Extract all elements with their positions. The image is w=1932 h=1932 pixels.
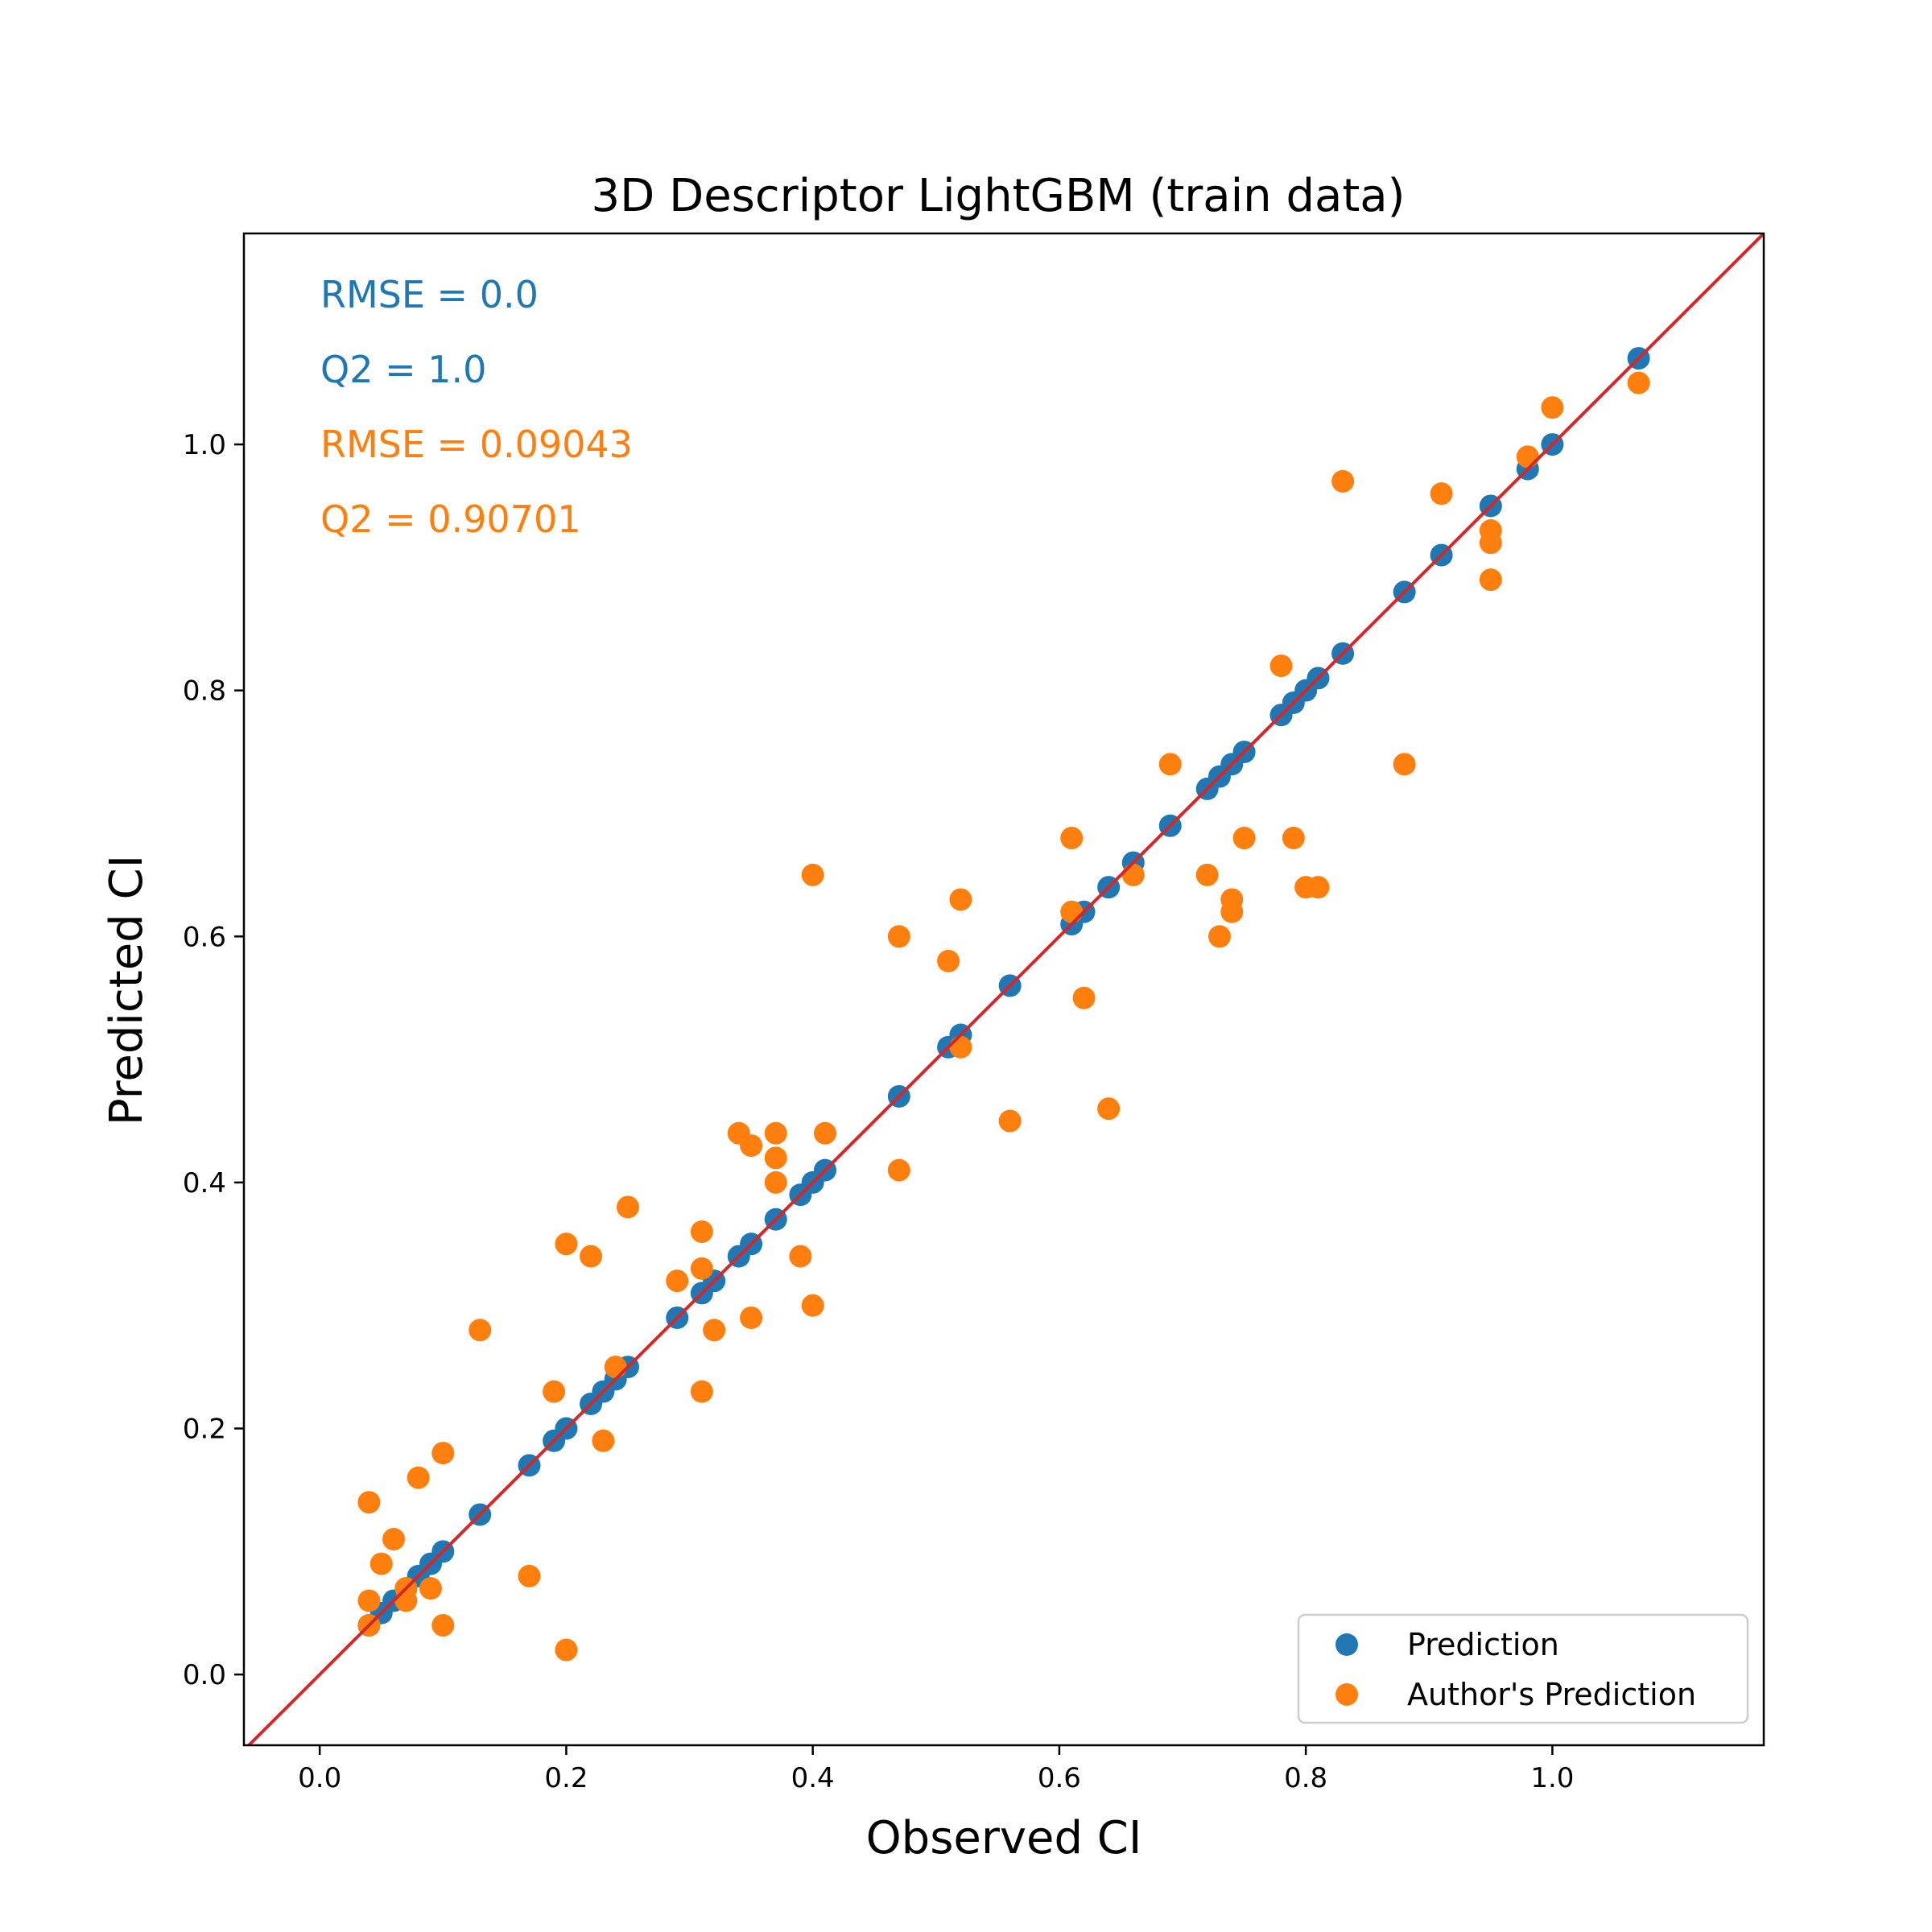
data-point [407, 1466, 430, 1489]
data-point [580, 1245, 603, 1268]
data-point [937, 949, 960, 972]
data-point [518, 1564, 541, 1587]
metric-annotation: Q2 = 0.90701 [320, 497, 580, 541]
data-point [764, 1146, 787, 1170]
data-point [690, 1380, 713, 1403]
plot-area [246, 233, 1764, 1745]
y-tick-label: 0.4 [183, 1167, 226, 1199]
data-point [555, 1232, 578, 1256]
data-point [555, 1638, 578, 1662]
data-point [382, 1528, 406, 1551]
data-point [1072, 986, 1096, 1009]
data-point [1282, 827, 1305, 850]
data-point [1331, 469, 1355, 493]
data-point [1060, 827, 1084, 850]
data-point [764, 1170, 787, 1194]
data-point [543, 1380, 566, 1403]
metric-annotation: RMSE = 0.0 [320, 273, 539, 316]
axis-ticks: 0.0 0.2 0.4 0.6 0.8 1.0 0.0 0.2 0.4 0.6 0.8 1.0 [183, 429, 1575, 1794]
data-point [394, 1589, 418, 1612]
data-point [1121, 863, 1145, 886]
identity-line [246, 233, 1764, 1745]
data-point [1220, 900, 1244, 923]
data-point [789, 1245, 812, 1268]
x-tick-label: 0.0 [298, 1762, 341, 1794]
data-point [690, 1220, 713, 1244]
data-point [1307, 876, 1330, 899]
data-point [1232, 827, 1256, 850]
data-point [949, 888, 972, 911]
x-tick-label: 1.0 [1530, 1762, 1574, 1794]
data-point [1627, 371, 1650, 394]
x-axis-label: Observed CI [866, 1812, 1142, 1864]
data-point [1269, 654, 1293, 678]
data-point [592, 1429, 615, 1452]
data-point [1060, 900, 1084, 923]
data-point [357, 1491, 381, 1514]
y-tick-label: 0.2 [183, 1414, 226, 1446]
legend-label: Author's Prediction [1407, 1677, 1696, 1712]
data-point [1516, 445, 1539, 469]
data-point [431, 1614, 455, 1637]
data-point [604, 1356, 627, 1379]
data-point [740, 1306, 763, 1329]
data-point [998, 1109, 1022, 1133]
data-point [949, 1035, 972, 1059]
data-point [1479, 531, 1502, 555]
data-point [1393, 753, 1416, 776]
data-point [431, 1442, 455, 1465]
legend-box [1297, 1613, 1749, 1724]
data-point [1097, 1097, 1121, 1121]
data-point [740, 1134, 763, 1158]
data-point [1158, 753, 1182, 776]
data-point [703, 1319, 726, 1342]
data-point [1541, 396, 1564, 419]
y-tick-label: 0.6 [183, 921, 226, 953]
data-point [801, 863, 824, 886]
metric-annotation: Q2 = 1.0 [320, 348, 486, 391]
plot-frame [242, 232, 1765, 1747]
y-tick-label: 0.8 [183, 675, 226, 708]
legend-label: Prediction [1407, 1627, 1559, 1662]
legend: Prediction Author's Prediction [1297, 1613, 1749, 1724]
x-tick-label: 0.2 [544, 1762, 588, 1794]
data-point [1479, 568, 1502, 592]
data-point [369, 1552, 393, 1575]
data-point [1208, 925, 1231, 948]
data-point [616, 1195, 639, 1219]
metric-annotations: RMSE = 0.0 Q2 = 1.0 RMSE = 0.09043 Q2 = 0.9… [320, 273, 633, 541]
chart-title: 3D Descriptor LightGBM (train data) [592, 170, 1406, 222]
data-point [887, 925, 910, 948]
x-tick-label: 0.4 [791, 1762, 835, 1794]
data-point [764, 1121, 787, 1145]
metric-annotation: RMSE = 0.09043 [320, 423, 633, 466]
data-point [690, 1257, 713, 1280]
data-point [1195, 863, 1219, 886]
data-point [801, 1294, 824, 1317]
data-point [419, 1577, 442, 1600]
y-axis-label: Predicted CI [101, 855, 153, 1125]
data-point [469, 1319, 492, 1342]
x-tick-label: 0.6 [1038, 1762, 1081, 1794]
y-tick-label: 0.0 [183, 1659, 226, 1691]
x-tick-label: 0.8 [1284, 1762, 1327, 1794]
data-point [357, 1589, 381, 1612]
data-point [1430, 482, 1453, 506]
y-tick-label: 1.0 [183, 429, 226, 461]
legend-marker [1335, 1633, 1358, 1656]
data-point [666, 1269, 689, 1293]
data-point [887, 1158, 910, 1182]
data-point [813, 1121, 836, 1145]
legend-marker [1335, 1683, 1358, 1706]
